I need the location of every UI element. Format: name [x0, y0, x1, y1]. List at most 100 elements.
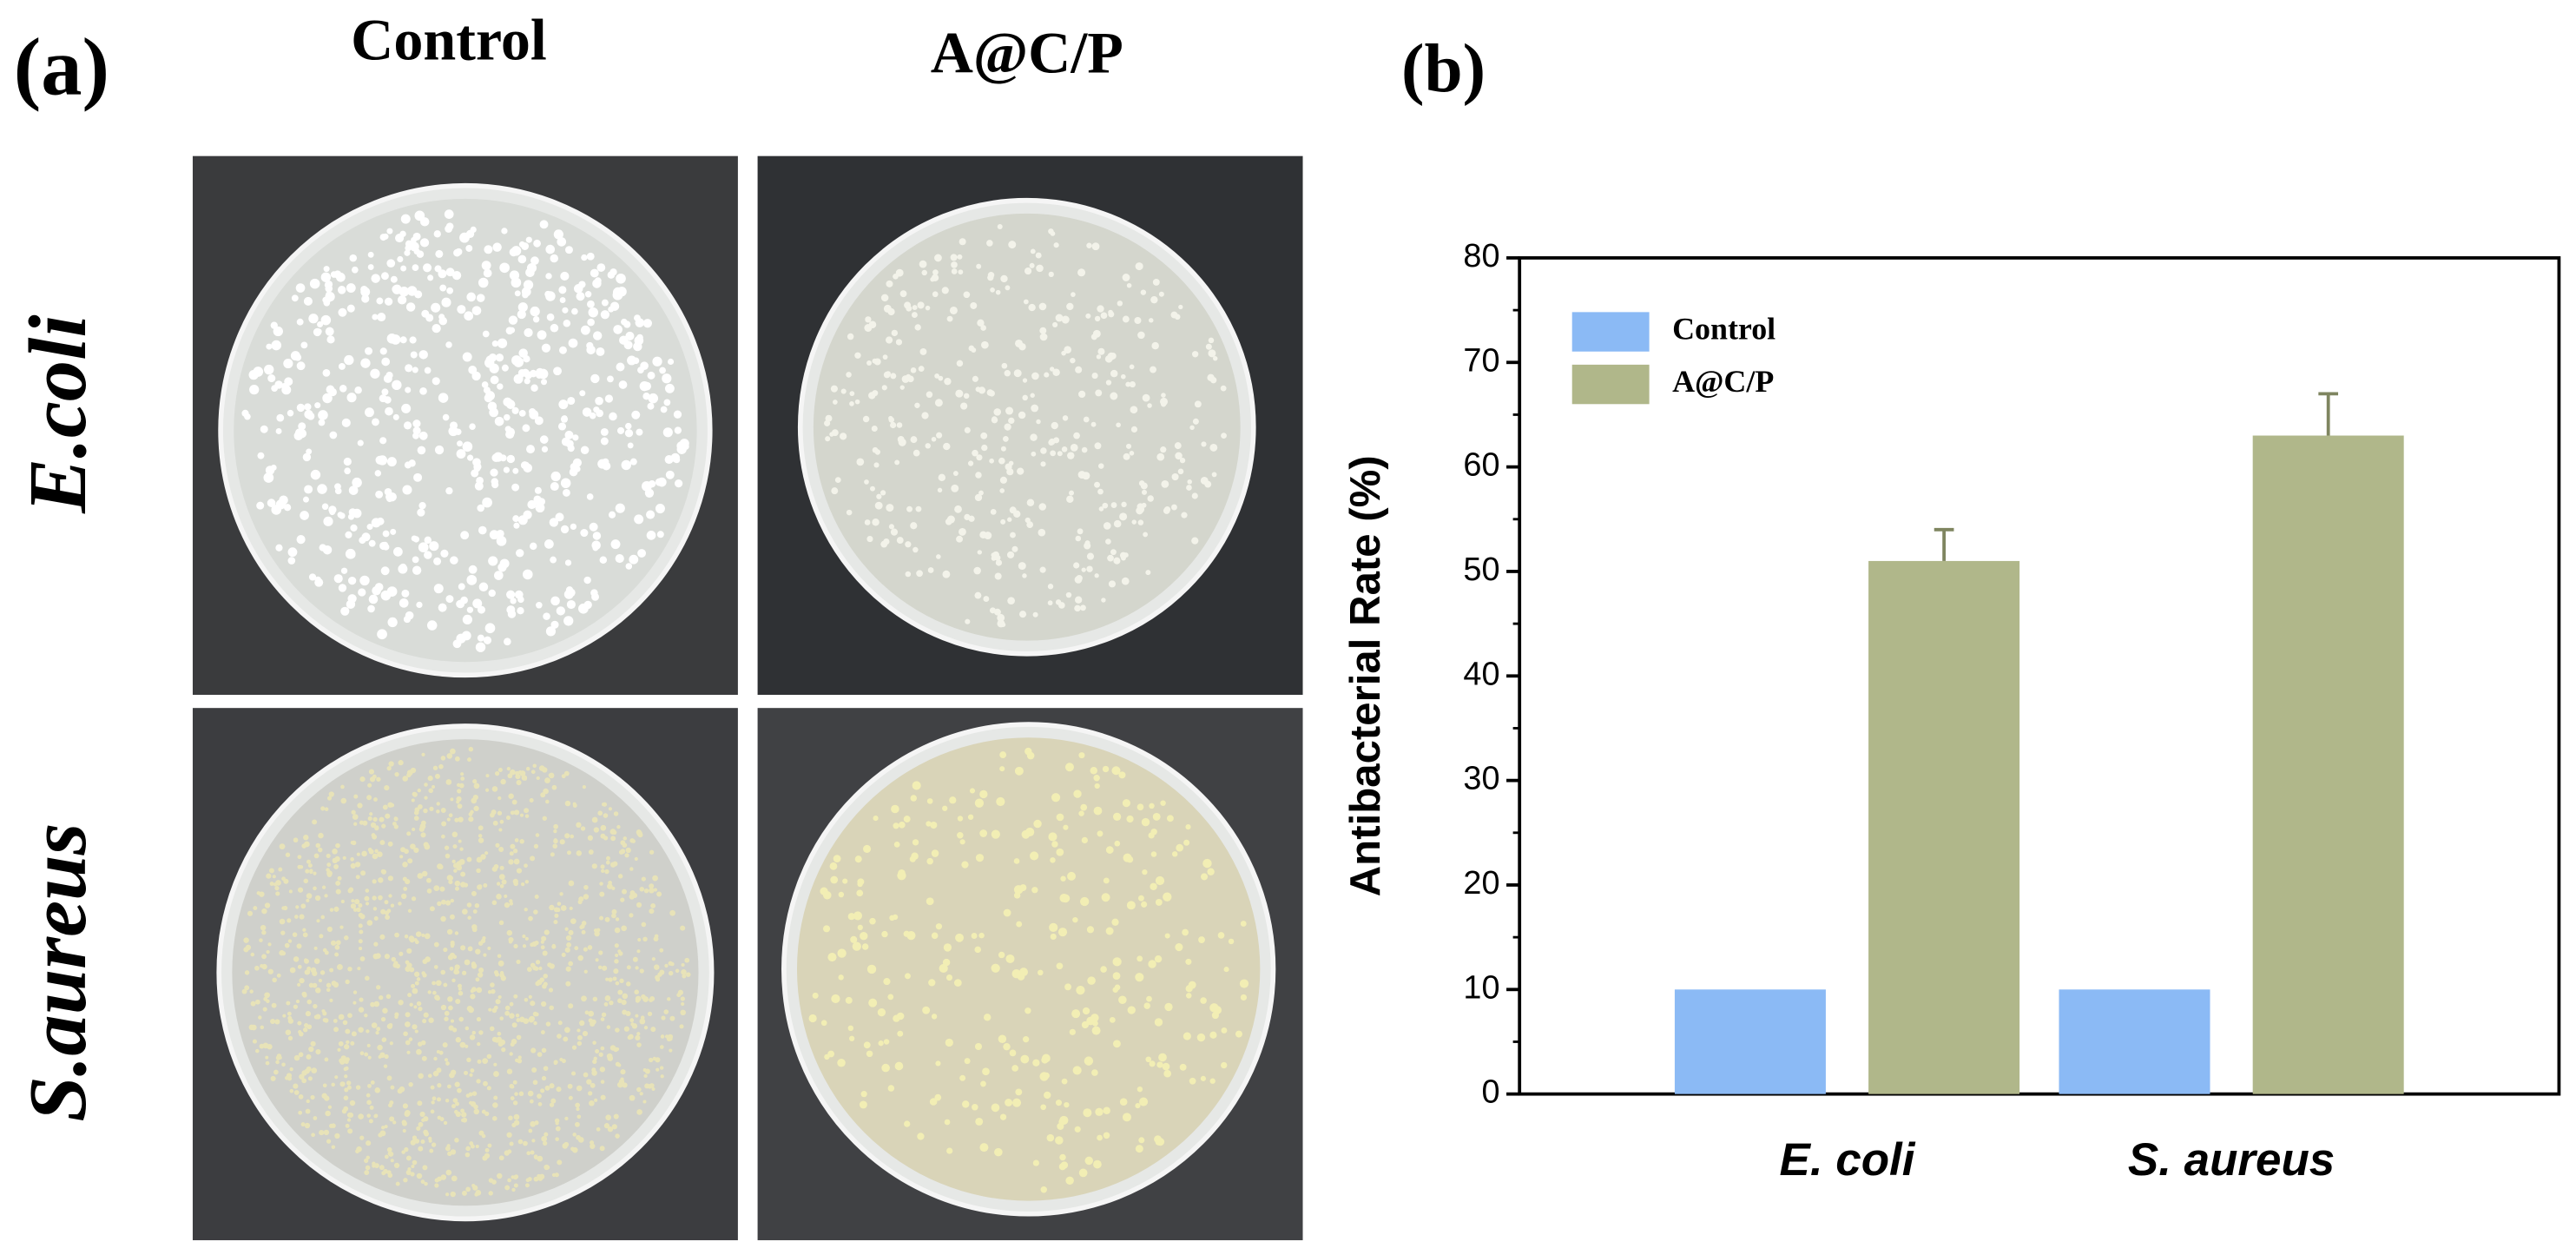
colony — [433, 885, 440, 892]
colony — [1083, 1108, 1092, 1118]
colony — [968, 515, 975, 522]
colony — [372, 314, 379, 320]
colony — [553, 838, 557, 842]
colony — [1191, 537, 1199, 545]
colony — [931, 1014, 938, 1020]
colony — [994, 554, 1001, 561]
colony — [359, 947, 363, 951]
colony — [1123, 552, 1129, 558]
colony — [368, 1119, 373, 1124]
colony — [404, 935, 409, 939]
colony — [513, 881, 518, 887]
colony — [297, 855, 302, 860]
colony — [543, 1066, 549, 1071]
colony — [522, 424, 530, 433]
colony — [979, 531, 987, 539]
colony — [977, 550, 982, 555]
colony — [431, 302, 441, 313]
colony — [324, 950, 329, 955]
row-label: E.coli — [13, 314, 103, 513]
colony — [1039, 1072, 1049, 1081]
colony — [569, 906, 573, 910]
colony — [389, 1116, 395, 1122]
colony — [576, 1114, 582, 1120]
colony — [462, 614, 473, 625]
colony — [529, 1015, 536, 1022]
colony — [869, 485, 875, 492]
colony — [360, 358, 371, 368]
colony — [530, 855, 536, 862]
colony — [359, 1051, 365, 1056]
colony — [537, 1052, 543, 1057]
colony — [524, 880, 530, 884]
colony — [840, 388, 847, 394]
colony — [422, 1019, 427, 1024]
colony — [1064, 1101, 1070, 1108]
colony — [532, 315, 540, 323]
colony — [343, 457, 352, 466]
colony — [983, 1014, 992, 1021]
colony — [544, 1164, 550, 1171]
colony — [587, 835, 594, 841]
colony — [1135, 973, 1144, 982]
colony — [470, 994, 476, 1000]
colony — [455, 1037, 461, 1043]
colony — [634, 856, 638, 862]
colony — [583, 1072, 589, 1078]
colony — [372, 853, 379, 860]
colony — [388, 894, 392, 898]
colony — [974, 591, 982, 599]
colony — [593, 331, 603, 340]
colony — [642, 319, 652, 328]
colony — [582, 785, 586, 789]
colony — [488, 589, 496, 598]
colony — [279, 918, 286, 925]
colony — [393, 816, 399, 822]
colony — [379, 394, 387, 403]
colony — [349, 254, 358, 262]
colony — [1158, 1053, 1167, 1062]
colony — [402, 1128, 406, 1133]
colony — [408, 459, 416, 467]
colony — [441, 297, 451, 307]
colony — [401, 589, 410, 598]
colony — [1151, 341, 1159, 350]
colony — [951, 484, 959, 492]
colony — [509, 899, 513, 903]
colony — [561, 437, 570, 446]
colony — [659, 1045, 664, 1049]
colony — [498, 920, 504, 926]
colony — [825, 414, 833, 422]
colony — [405, 386, 412, 393]
colony — [457, 783, 461, 788]
colony — [1050, 231, 1056, 236]
colony — [304, 969, 310, 975]
colony — [526, 445, 536, 454]
colony — [916, 570, 923, 578]
colony — [1176, 843, 1184, 852]
colony — [287, 1035, 293, 1040]
colony — [936, 432, 943, 439]
colony — [424, 783, 428, 787]
colony — [518, 1091, 524, 1097]
colony — [838, 891, 845, 898]
colony — [934, 254, 942, 262]
colony — [975, 386, 981, 393]
colony — [366, 1113, 372, 1118]
colony — [1189, 425, 1195, 431]
colony — [863, 844, 872, 853]
colony — [847, 333, 854, 340]
colony — [390, 803, 395, 808]
colony — [378, 877, 384, 883]
colony — [1030, 433, 1038, 441]
colony — [560, 271, 570, 281]
colony — [322, 545, 333, 555]
colony — [339, 925, 344, 929]
colony — [1055, 314, 1064, 322]
colony — [1120, 373, 1126, 380]
colony — [1059, 1115, 1069, 1125]
colony — [1152, 278, 1160, 286]
colony — [545, 273, 552, 280]
colony — [480, 854, 486, 860]
colony — [1187, 479, 1192, 485]
